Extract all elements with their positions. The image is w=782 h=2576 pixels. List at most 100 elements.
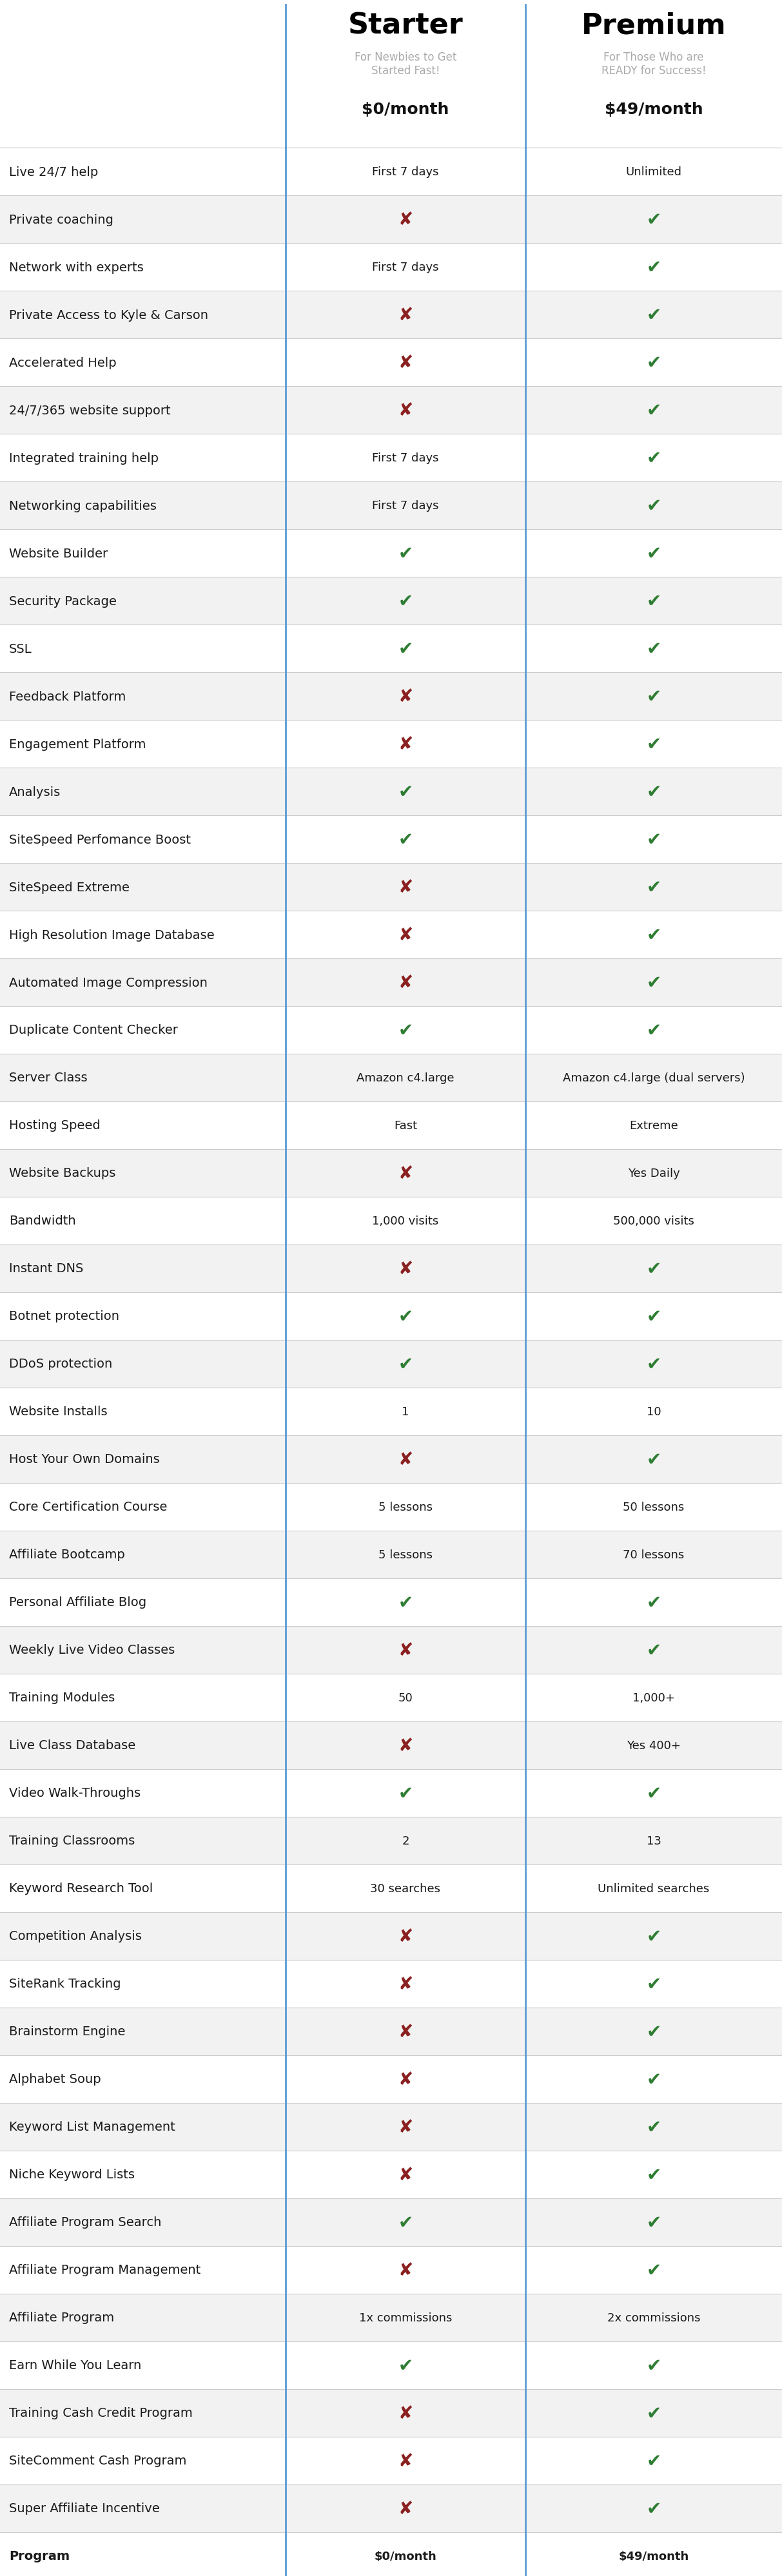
Bar <box>0 2532 782 2576</box>
Bar <box>0 1149 782 1198</box>
Bar <box>0 2007 782 2056</box>
Text: ✔: ✔ <box>646 2452 662 2470</box>
Text: For Newbies to Get
Started Fast!: For Newbies to Get Started Fast! <box>354 52 457 77</box>
Bar <box>0 1579 782 1625</box>
Text: ✘: ✘ <box>398 1641 413 1659</box>
Text: 1,000+: 1,000+ <box>633 1692 675 1703</box>
Text: $49/month: $49/month <box>619 2550 689 2561</box>
Text: ✘: ✘ <box>398 402 413 420</box>
Text: Analysis: Analysis <box>9 786 61 799</box>
Text: First 7 days: First 7 days <box>372 167 439 178</box>
Bar <box>0 1960 782 2007</box>
Text: ✔: ✔ <box>646 974 662 992</box>
Text: Training Modules: Training Modules <box>9 1692 115 1703</box>
Text: Automated Image Compression: Automated Image Compression <box>9 976 207 989</box>
Bar <box>0 2388 782 2437</box>
Text: Keyword List Management: Keyword List Management <box>9 2120 175 2133</box>
Text: 13: 13 <box>647 1834 661 1847</box>
Bar <box>0 2437 782 2483</box>
Text: ✔: ✔ <box>398 1309 413 1327</box>
Text: ✘: ✘ <box>398 2403 413 2421</box>
Text: For Those Who are
READY for Success!: For Those Who are READY for Success! <box>601 52 706 77</box>
Bar <box>0 340 782 386</box>
Text: ✔: ✔ <box>646 1450 662 1468</box>
Text: Fast: Fast <box>394 1121 417 1131</box>
Bar <box>0 863 782 912</box>
Text: 2x commissions: 2x commissions <box>607 2311 701 2324</box>
Text: ✔: ✔ <box>398 1785 413 1803</box>
Text: Instant DNS: Instant DNS <box>9 1262 84 1275</box>
Text: ✔: ✔ <box>646 1641 662 1659</box>
Text: ✔: ✔ <box>646 544 662 562</box>
Bar <box>0 1770 782 1816</box>
Text: ✔: ✔ <box>646 878 662 896</box>
Bar <box>0 1293 782 1340</box>
Text: $0/month: $0/month <box>375 2550 436 2561</box>
Text: ✔: ✔ <box>646 402 662 420</box>
Text: 5 lessons: 5 lessons <box>378 1548 432 1561</box>
Text: ✔: ✔ <box>646 307 662 325</box>
Text: DDoS protection: DDoS protection <box>9 1358 113 1370</box>
Text: ✔: ✔ <box>646 829 662 848</box>
Bar <box>0 435 782 482</box>
Bar <box>0 1625 782 1674</box>
Bar <box>0 1007 782 1054</box>
Bar <box>0 1388 782 1435</box>
Text: ✔: ✔ <box>398 829 413 848</box>
Bar <box>0 817 782 863</box>
Text: Extreme: Extreme <box>630 1121 678 1131</box>
Text: ✘: ✘ <box>398 974 413 992</box>
Bar <box>0 386 782 435</box>
Text: 50 lessons: 50 lessons <box>623 1502 684 1512</box>
Text: Affiliate Program: Affiliate Program <box>9 2311 114 2324</box>
Bar <box>0 531 782 577</box>
Text: 50: 50 <box>398 1692 413 1703</box>
Text: ✔: ✔ <box>646 1260 662 1278</box>
Bar <box>0 482 782 531</box>
Text: ✔: ✔ <box>398 1020 413 1038</box>
Text: Network with experts: Network with experts <box>9 260 144 273</box>
Text: ✔: ✔ <box>398 639 413 657</box>
Text: Live Class Database: Live Class Database <box>9 1739 135 1752</box>
Text: Keyword Research Tool: Keyword Research Tool <box>9 1883 153 1893</box>
Text: Core Certification Course: Core Certification Course <box>9 1502 167 1512</box>
Text: ✔: ✔ <box>646 2166 662 2184</box>
Text: ✔: ✔ <box>646 592 662 611</box>
Text: ✔: ✔ <box>646 211 662 229</box>
Text: ✔: ✔ <box>398 1355 413 1373</box>
Text: ✔: ✔ <box>398 2357 413 2375</box>
Bar <box>0 2197 782 2246</box>
Text: ✘: ✘ <box>398 211 413 229</box>
Text: First 7 days: First 7 days <box>372 263 439 273</box>
Text: ✔: ✔ <box>646 734 662 752</box>
Text: Alphabet Soup: Alphabet Soup <box>9 2074 101 2087</box>
Text: First 7 days: First 7 days <box>372 500 439 513</box>
Text: ✔: ✔ <box>646 1595 662 1613</box>
Text: Amazon c4.large (dual servers): Amazon c4.large (dual servers) <box>563 1072 744 1084</box>
Text: ✘: ✘ <box>398 2499 413 2517</box>
Text: Website Backups: Website Backups <box>9 1167 116 1180</box>
Bar <box>0 958 782 1007</box>
Bar <box>0 1721 782 1770</box>
Text: ✘: ✘ <box>398 307 413 325</box>
Bar <box>0 291 782 340</box>
Text: Competition Analysis: Competition Analysis <box>9 1929 142 1942</box>
Text: ✔: ✔ <box>646 2499 662 2517</box>
Text: ✔: ✔ <box>646 2071 662 2089</box>
Text: ✘: ✘ <box>398 2117 413 2136</box>
Text: First 7 days: First 7 days <box>372 453 439 464</box>
Text: 5 lessons: 5 lessons <box>378 1502 432 1512</box>
Text: ✘: ✘ <box>398 1260 413 1278</box>
Text: ✘: ✘ <box>398 1450 413 1468</box>
Text: Yes 400+: Yes 400+ <box>626 1739 681 1752</box>
Bar <box>0 2151 782 2197</box>
Text: SSL: SSL <box>9 641 32 654</box>
Text: Website Installs: Website Installs <box>9 1406 107 1417</box>
Text: ✔: ✔ <box>646 1355 662 1373</box>
Text: 1: 1 <box>402 1406 409 1417</box>
Text: ✔: ✔ <box>646 925 662 943</box>
Text: ✘: ✘ <box>398 1927 413 1945</box>
Text: SiteRank Tracking: SiteRank Tracking <box>9 1978 121 1991</box>
Bar <box>0 2246 782 2293</box>
Text: Bandwidth: Bandwidth <box>9 1216 76 1226</box>
